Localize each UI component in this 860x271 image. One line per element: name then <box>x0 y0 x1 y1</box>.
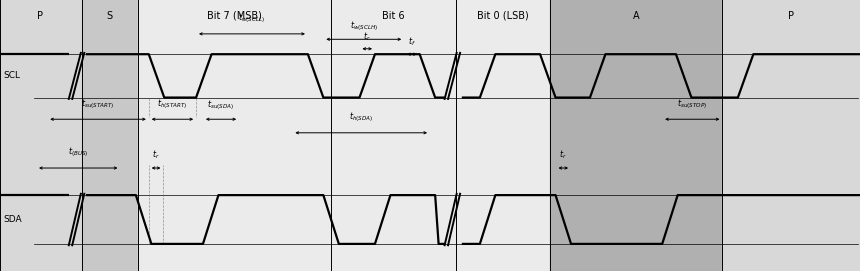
Text: A: A <box>633 11 640 21</box>
Text: $t_{w(SCLH)}$: $t_{w(SCLH)}$ <box>350 19 378 33</box>
Text: $V_{IL}$: $V_{IL}$ <box>858 91 860 104</box>
Text: $t_{h(START)}$: $t_{h(START)}$ <box>157 97 187 111</box>
Text: $t_r$: $t_r$ <box>559 149 568 161</box>
Text: Bit 7 (MSB): Bit 7 (MSB) <box>207 11 262 21</box>
Text: $t_{su(START)}$: $t_{su(START)}$ <box>81 97 115 111</box>
Text: $V_{IL}$: $V_{IL}$ <box>858 238 860 250</box>
Bar <box>138 0 331 271</box>
Bar <box>722 0 860 271</box>
Bar <box>550 0 722 271</box>
Text: $t_{w(SCLL)}$: $t_{w(SCLL)}$ <box>238 11 266 25</box>
Text: Bit 6: Bit 6 <box>382 11 404 21</box>
Text: SCL: SCL <box>3 71 21 80</box>
Text: $t_{h(SDA)}$: $t_{h(SDA)}$ <box>349 110 373 124</box>
Text: $t_r$: $t_r$ <box>363 30 372 43</box>
Text: $V_{IH}$: $V_{IH}$ <box>858 48 860 60</box>
Text: $t_{su(STOP)}$: $t_{su(STOP)}$ <box>677 97 708 111</box>
Text: $t_f$: $t_f$ <box>408 36 416 48</box>
Bar <box>82 0 138 271</box>
Text: $V_{IH}$: $V_{IH}$ <box>858 189 860 201</box>
Bar <box>0 0 82 271</box>
Text: $t_{su(SDA)}$: $t_{su(SDA)}$ <box>207 98 235 112</box>
Text: $t_r$: $t_r$ <box>152 149 160 161</box>
Text: S: S <box>106 11 113 21</box>
Text: P: P <box>789 11 794 21</box>
Text: Bit 0 (LSB): Bit 0 (LSB) <box>477 11 529 21</box>
Text: $t_{(BUS)}$: $t_{(BUS)}$ <box>68 146 89 159</box>
Bar <box>331 0 456 271</box>
Bar <box>456 0 550 271</box>
Text: SDA: SDA <box>3 215 22 224</box>
Text: P: P <box>38 11 43 21</box>
